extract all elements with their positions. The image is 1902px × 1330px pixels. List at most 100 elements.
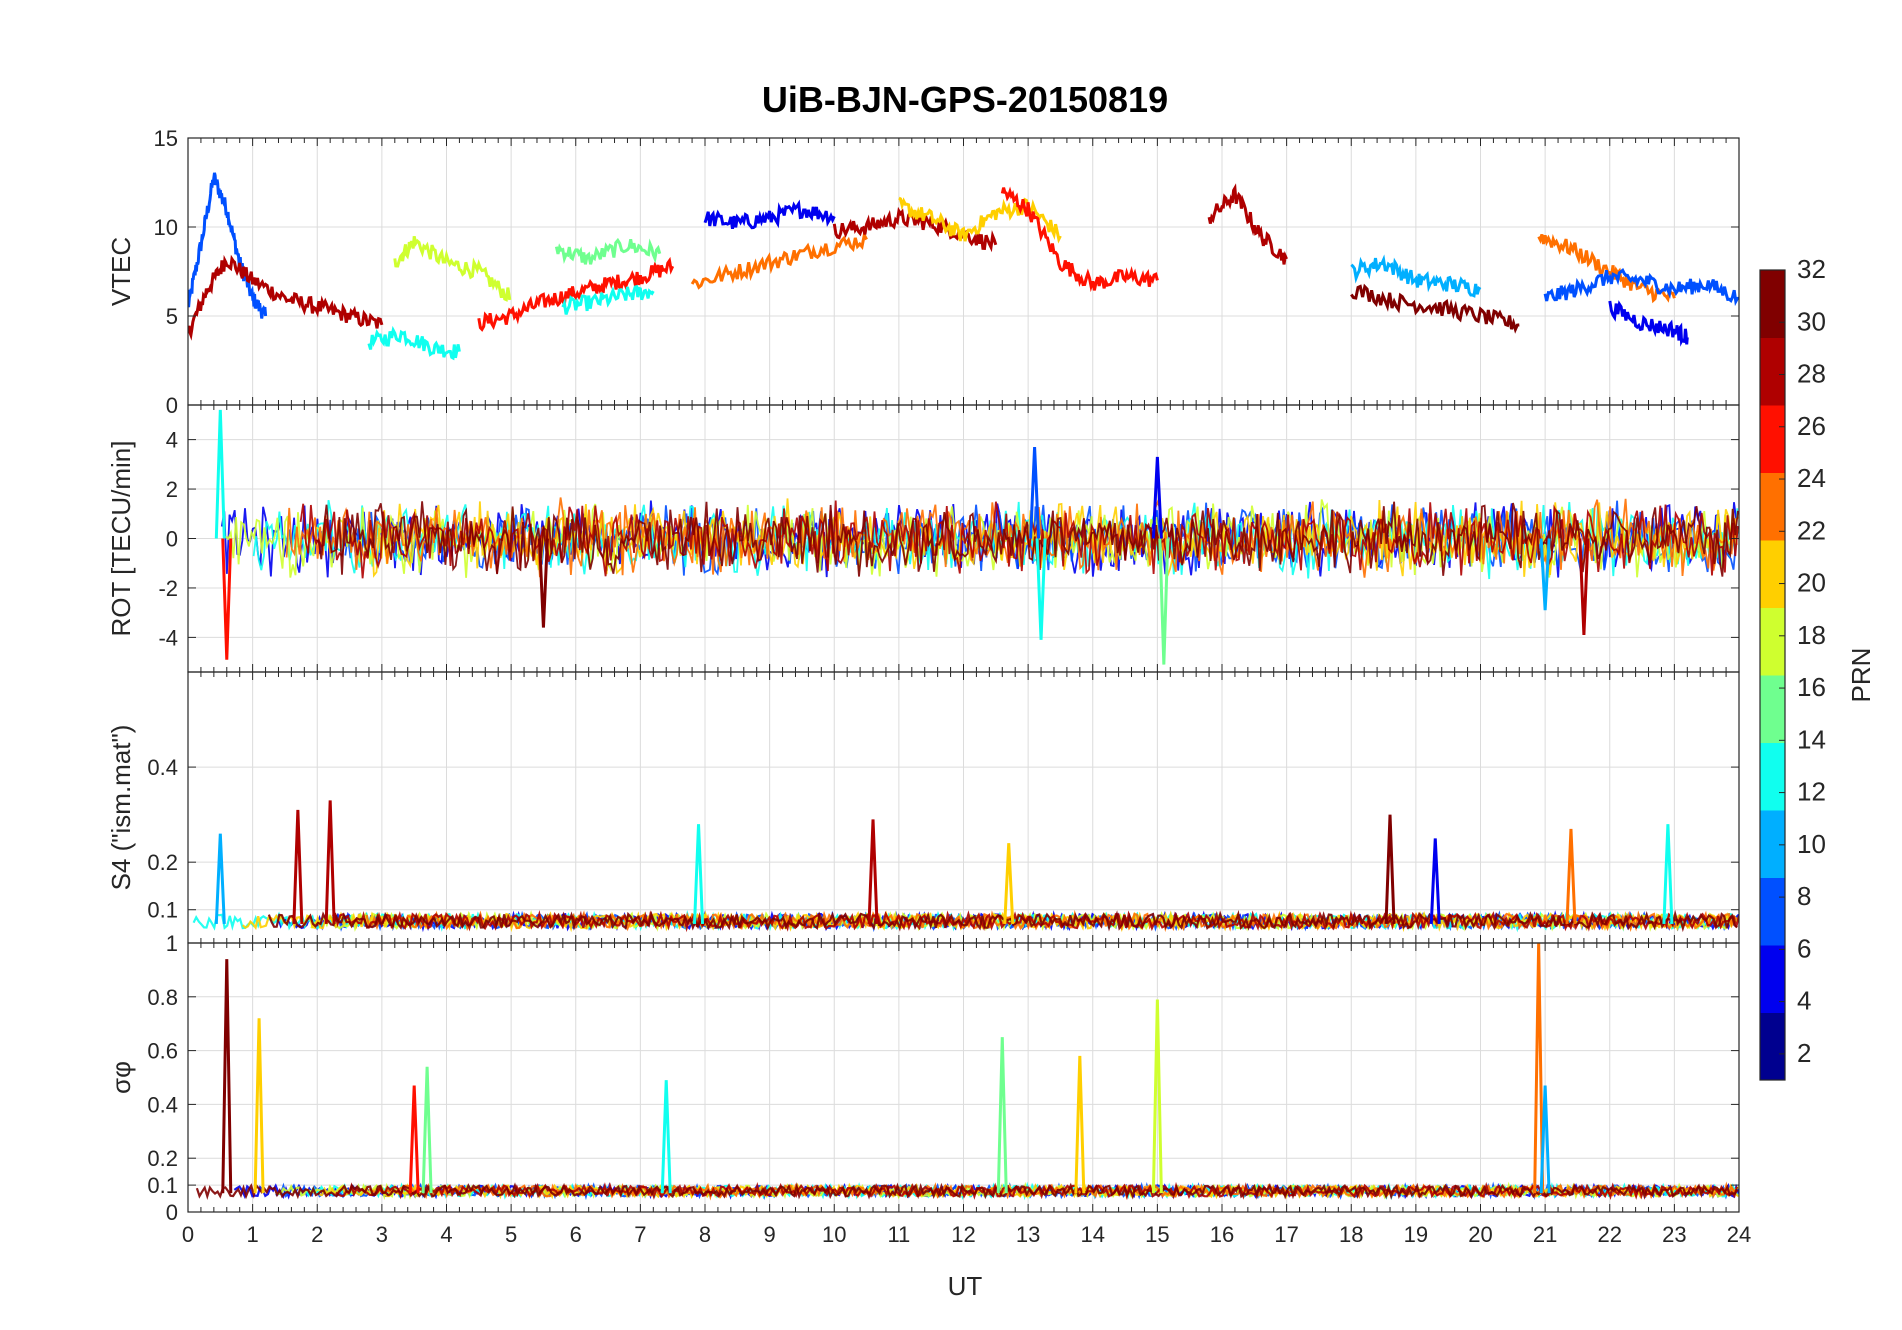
s4-traces bbox=[192, 800, 1739, 933]
vtec-trace-prn-5 bbox=[1608, 300, 1689, 347]
vtec-trace-prn-4 bbox=[703, 199, 836, 230]
y-tick-label: 0.1 bbox=[147, 1173, 178, 1198]
rot-peak-prn-13 bbox=[1035, 538, 1047, 640]
x-tick-label: 13 bbox=[1016, 1222, 1040, 1247]
x-tick-label: 7 bbox=[634, 1222, 646, 1247]
x-tick-label: 5 bbox=[505, 1222, 517, 1247]
colorbar-tick-label: 32 bbox=[1797, 254, 1826, 284]
panel-vtec: 0 5 10 15 VTEC bbox=[106, 126, 1740, 418]
sigma_phi-peak-prn-16 bbox=[996, 1037, 1008, 1194]
panel-s4: 0.1 0.2 0.4 S4 ("ism.mat") bbox=[106, 671, 1740, 944]
sigma_phi-peak-prn-9 bbox=[1539, 1085, 1551, 1194]
x-tick-label: 6 bbox=[570, 1222, 582, 1247]
rot-trace-prn-31 bbox=[315, 501, 1739, 577]
colorbar-tick-label: 20 bbox=[1797, 568, 1826, 598]
y-tick-label: 0.2 bbox=[147, 850, 178, 875]
x-tick-label: 4 bbox=[440, 1222, 452, 1247]
rot-traces bbox=[214, 409, 1739, 665]
s4-peak-prn-30 bbox=[292, 809, 304, 925]
y-tick-label-top: 1 bbox=[166, 931, 178, 956]
y-tick-label: 4 bbox=[166, 428, 178, 453]
rot-peak-prn-5 bbox=[1151, 456, 1163, 539]
y-tick-label: 0.6 bbox=[147, 1039, 178, 1064]
y-tick-label: 0.4 bbox=[147, 755, 178, 780]
x-tick-label: 3 bbox=[376, 1222, 388, 1247]
colorbar-swatch bbox=[1760, 877, 1785, 946]
colorbar-tick-label: 26 bbox=[1797, 411, 1826, 441]
colorbar-frame bbox=[1759, 269, 1786, 1081]
sigma_phi-peak-prn-31 bbox=[221, 959, 233, 1194]
x-tick-label: 16 bbox=[1210, 1222, 1234, 1247]
vtec-trace-prn-9 bbox=[1350, 254, 1482, 298]
x-axis-label: UT bbox=[948, 1271, 983, 1301]
colorbar-swatch bbox=[1760, 270, 1785, 338]
colorbar-swatch bbox=[1760, 810, 1785, 878]
colorbar-tick-label: 14 bbox=[1797, 724, 1826, 754]
y-tick-label: 0.8 bbox=[147, 985, 178, 1010]
colorbar-swatch bbox=[1760, 945, 1785, 1013]
rot-peak-prn-9 bbox=[1539, 538, 1551, 611]
sigma_phi-peak-prn-19 bbox=[1151, 999, 1163, 1194]
vtec-trace-prn-8 bbox=[188, 172, 268, 319]
vtec-trace-prn-16 bbox=[554, 237, 662, 265]
y-tick-label: 0.4 bbox=[147, 1092, 178, 1117]
vtec-trace-prn-23 bbox=[1537, 233, 1676, 304]
vtec-trace-prn-7 bbox=[1543, 267, 1739, 307]
sigma_phi-peak-prn-12 bbox=[660, 1080, 672, 1194]
x-tick-label: 19 bbox=[1404, 1222, 1428, 1247]
rot-peak-prn-26 bbox=[221, 538, 233, 660]
x-tick-label: 14 bbox=[1081, 1222, 1105, 1247]
s4-peak-prn-11 bbox=[1662, 824, 1674, 925]
x-tick-label: 1 bbox=[247, 1222, 259, 1247]
colorbar-tick-label: 4 bbox=[1797, 986, 1811, 1016]
y-tick-label: 10 bbox=[154, 215, 178, 240]
sigma_phi-peak-prn-20 bbox=[1074, 1055, 1086, 1194]
y-tick-label: 15 bbox=[154, 126, 178, 151]
y-tick-label: 2 bbox=[166, 477, 178, 502]
s4-peak-prn-12 bbox=[693, 824, 705, 925]
colorbar-tick-label: 22 bbox=[1797, 515, 1826, 545]
x-tick-label: 10 bbox=[822, 1222, 846, 1247]
x-tick-label: 8 bbox=[699, 1222, 711, 1247]
y-tick-label: 0.2 bbox=[147, 1146, 178, 1171]
sigma_phi-peak-prn-27 bbox=[408, 1085, 420, 1194]
x-tick-label: 22 bbox=[1598, 1222, 1622, 1247]
x-tick-label: 18 bbox=[1339, 1222, 1363, 1247]
colorbar-tick-label: 8 bbox=[1797, 881, 1811, 911]
vtec-traces bbox=[188, 172, 1739, 361]
x-tick-label: 15 bbox=[1145, 1222, 1169, 1247]
vtec-trace-prn-13 bbox=[367, 325, 461, 361]
x-tick-label: 21 bbox=[1533, 1222, 1557, 1247]
x-tick-label: 0 bbox=[182, 1222, 194, 1247]
colorbar-tick-label: 30 bbox=[1797, 306, 1826, 336]
x-tick-label: 17 bbox=[1274, 1222, 1298, 1247]
s4-peak-prn-20 bbox=[1003, 843, 1015, 925]
rot-peak-prn-6 bbox=[1029, 446, 1041, 539]
colorbar-tick-label: 24 bbox=[1797, 463, 1826, 493]
s4-y-axis-label: S4 ("ism.mat") bbox=[106, 725, 136, 891]
y-tick-label: 0 bbox=[166, 393, 178, 418]
sigma_phi-traces bbox=[195, 943, 1739, 1201]
y-tick-label: -4 bbox=[158, 625, 178, 650]
s4-peak-prn-31 bbox=[1384, 814, 1396, 925]
colorbar-swatch bbox=[1760, 742, 1785, 811]
y-tick-label: 5 bbox=[166, 304, 178, 329]
rot-peak-prn-15 bbox=[1158, 538, 1170, 665]
x-tick-label: 24 bbox=[1727, 1222, 1751, 1247]
s4-peak-prn-28 bbox=[867, 819, 879, 925]
colorbar-swatch bbox=[1760, 1012, 1785, 1081]
colorbar-tick-label: 16 bbox=[1797, 672, 1826, 702]
vtec-trace-prn-28 bbox=[832, 206, 998, 253]
s4-trace-prn-31 bbox=[267, 909, 1738, 933]
colorbar-tick-label: 12 bbox=[1797, 777, 1826, 807]
vtec-trace-prn-31 bbox=[1350, 283, 1520, 334]
s4-peak-prn-9 bbox=[214, 833, 226, 925]
rot-y-axis-label: ROT [TECU/min] bbox=[106, 441, 136, 637]
s4-peak-prn-23 bbox=[1565, 828, 1577, 925]
x-tick-label: 23 bbox=[1662, 1222, 1686, 1247]
colorbar-swatch bbox=[1760, 337, 1785, 406]
vtec-trace-prn-24 bbox=[690, 230, 868, 290]
x-tick-label: 2 bbox=[311, 1222, 323, 1247]
